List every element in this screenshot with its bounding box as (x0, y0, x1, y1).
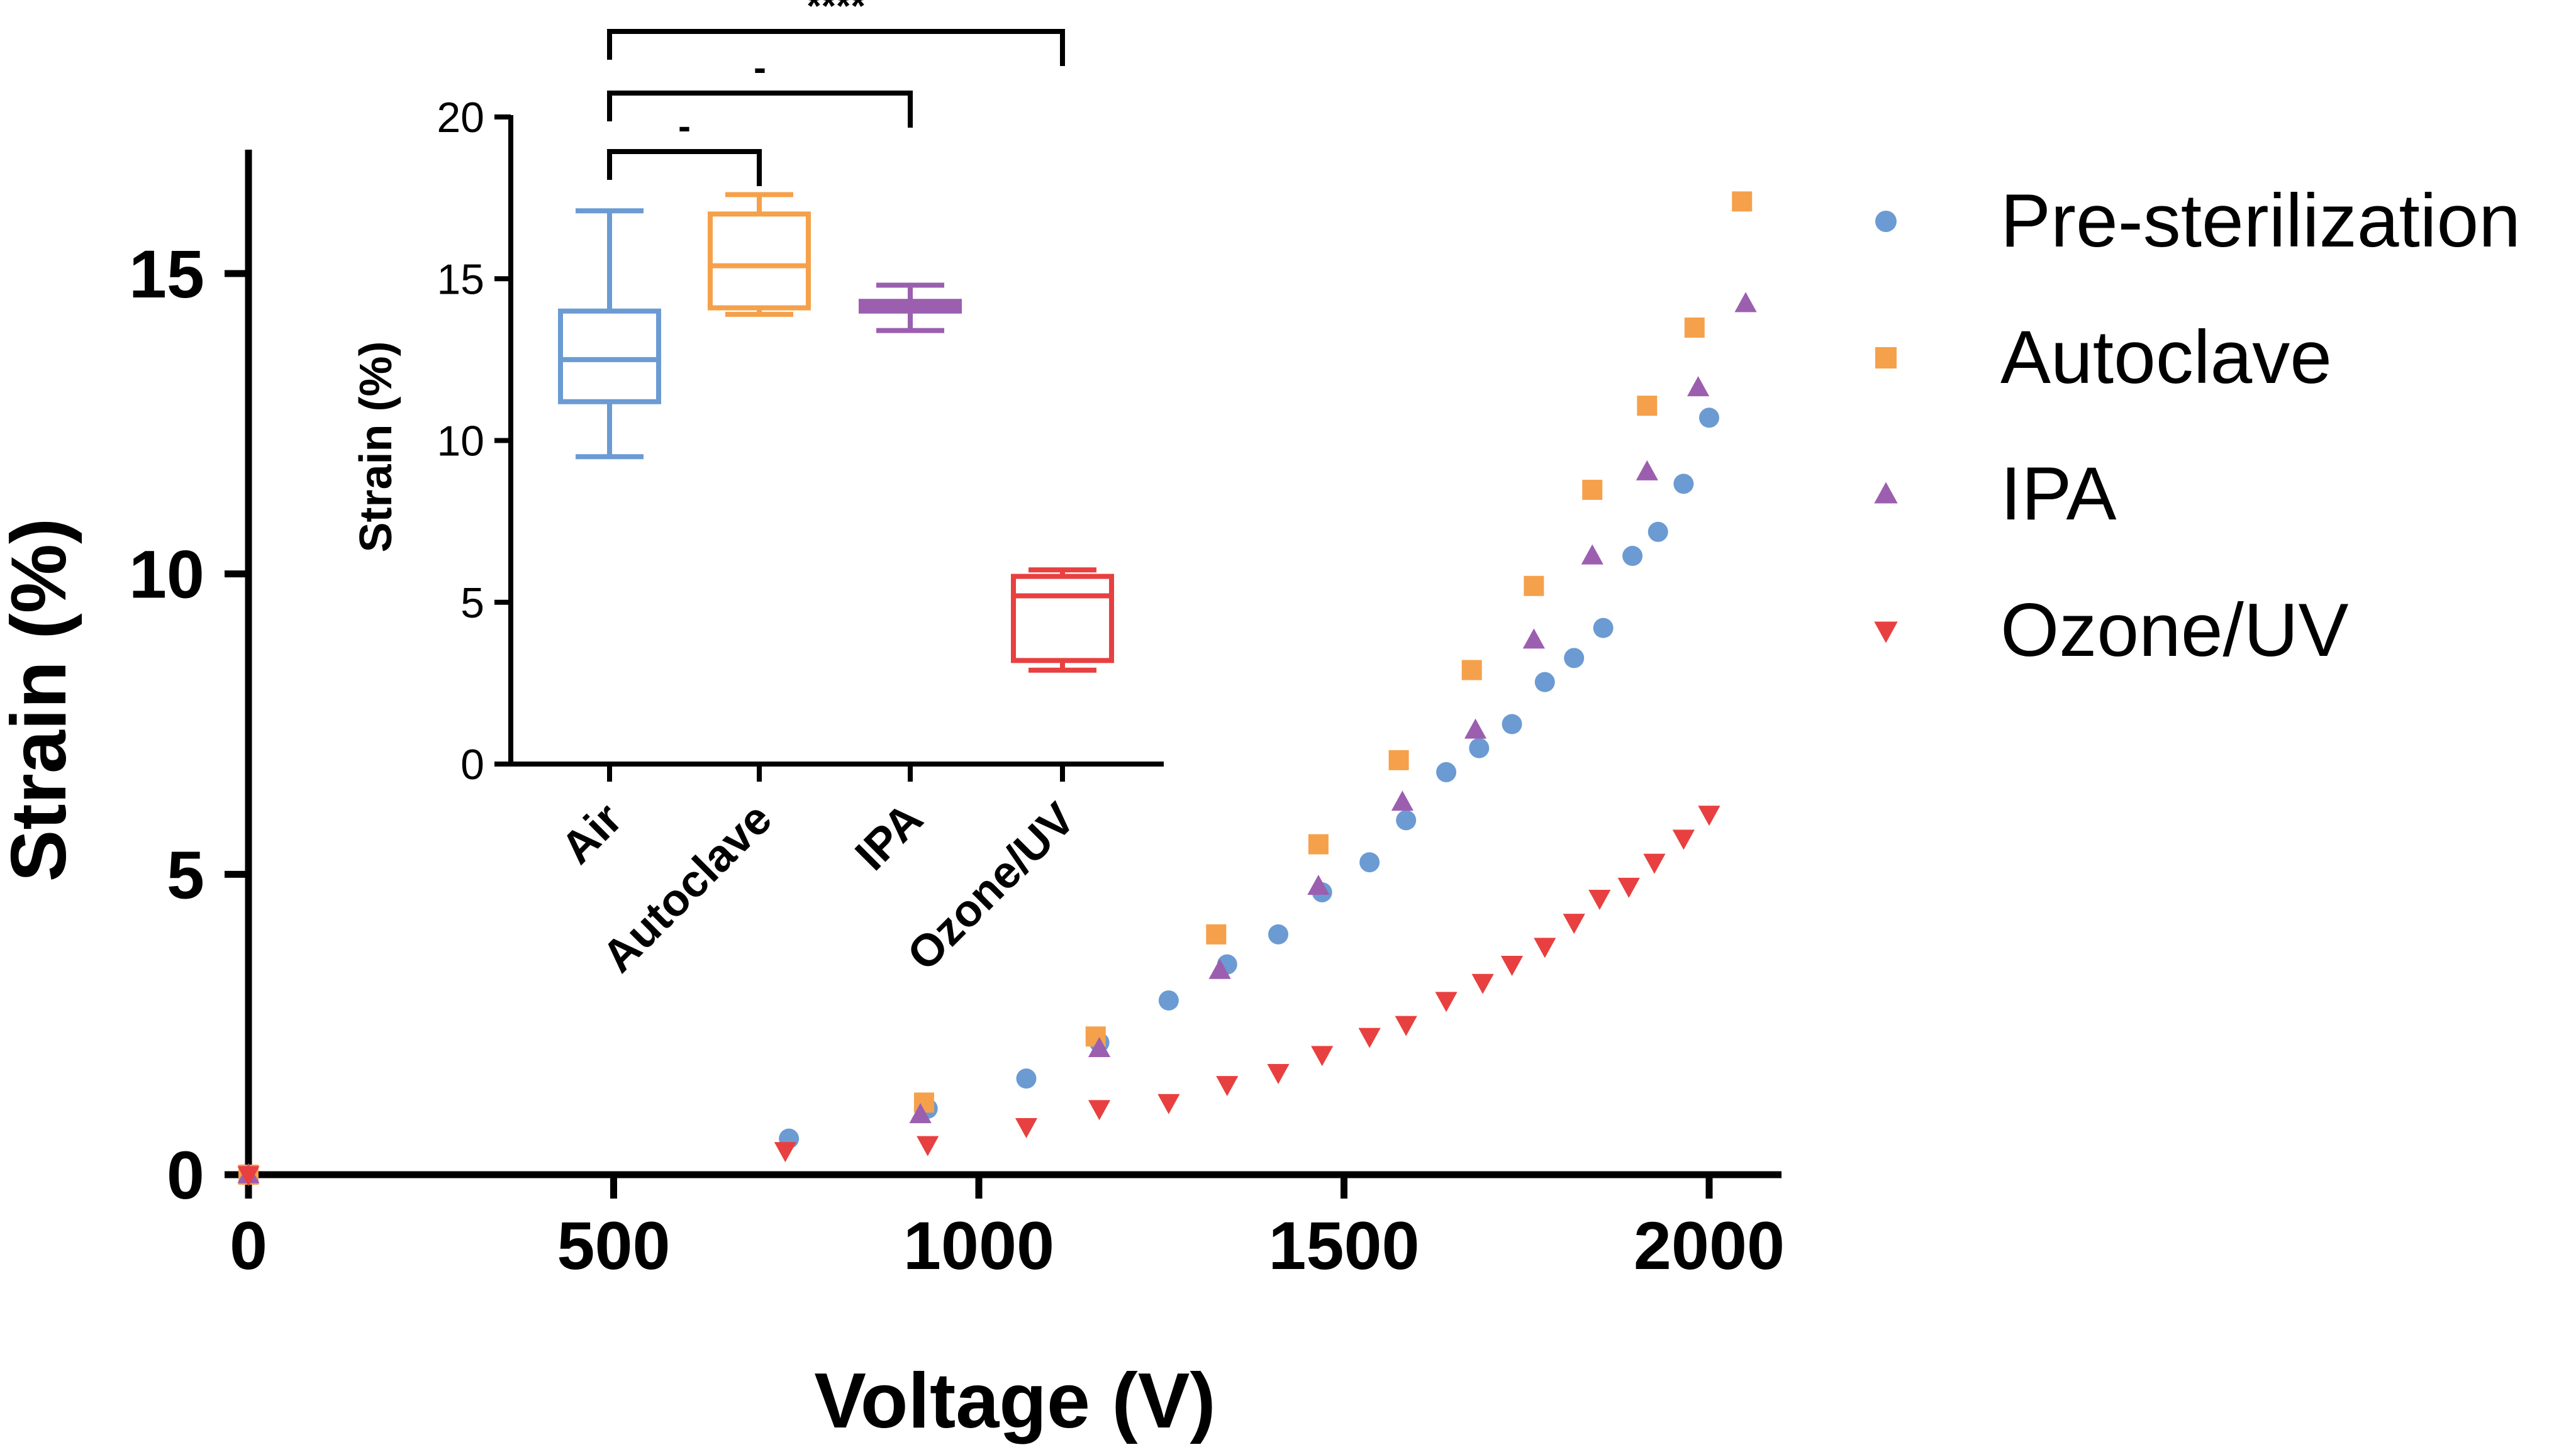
data-point-ozone-uv (1015, 1117, 1038, 1138)
legend-label-autoclave: Autoclave (2000, 315, 2332, 399)
inset-y-tick-label: 5 (460, 579, 484, 627)
data-point-ozone-uv (1395, 1016, 1417, 1036)
legend-marker-pre-sterilization (1875, 211, 1897, 232)
significance-label: - (754, 47, 766, 89)
data-point-ozone-uv (1471, 973, 1494, 994)
significance-bracket (607, 149, 762, 186)
x-tick-label: 1500 (1268, 1207, 1419, 1283)
legend-marker-autoclave (1875, 347, 1897, 369)
data-point-autoclave (1582, 479, 1603, 500)
data-point-pre-sterilization (1158, 990, 1179, 1011)
data-point-pre-sterilization (1648, 521, 1668, 542)
data-point-ozone-uv (917, 1136, 939, 1156)
data-point-autoclave (1524, 575, 1544, 596)
data-point-ozone-uv (774, 1142, 796, 1163)
significance-label: - (678, 105, 691, 147)
data-point-ipa (1734, 292, 1757, 313)
data-point-ozone-uv (1672, 829, 1695, 850)
data-point-autoclave (1206, 924, 1227, 945)
data-point-pre-sterilization (1534, 672, 1555, 692)
x-tick-label: 500 (557, 1207, 670, 1283)
y-tick-label: 5 (167, 836, 204, 912)
data-point-pre-sterilization (1564, 648, 1585, 668)
inset-x-tick-label: Air (552, 794, 632, 873)
x-axis-title: Voltage (V) (814, 1358, 1215, 1444)
inset-y-tick-label: 15 (437, 255, 484, 303)
data-point-autoclave (1732, 191, 1753, 212)
data-point-ipa (1687, 376, 1710, 397)
data-point-ipa (1581, 544, 1603, 565)
box-air-iqr (558, 308, 661, 404)
data-point-pre-sterilization (1699, 407, 1719, 428)
data-point-ozone-uv (1358, 1028, 1381, 1048)
data-point-pre-sterilization (1469, 738, 1490, 758)
inset-x-tick-label: Ozone/UV (898, 794, 1084, 980)
inset-x-tick-label: IPA (846, 794, 933, 880)
legend-marker-ipa (1874, 482, 1898, 504)
data-point-ozone-uv (1698, 806, 1720, 826)
y-tick-label: 10 (129, 536, 204, 612)
data-point-ipa (909, 1103, 932, 1124)
data-point-ozone-uv (1500, 956, 1524, 977)
data-point-pre-sterilization (1673, 474, 1694, 494)
data-point-ozone-uv (1643, 853, 1666, 874)
significance-bracket (607, 29, 1065, 66)
significance-bracket (607, 91, 913, 128)
significance-label: **** (806, 0, 866, 27)
data-point-ozone-uv (1088, 1100, 1111, 1121)
inset-y-axis-title: Strain (%) (351, 341, 401, 552)
legend-label-pre-sterilization: Pre-sterilization (2000, 179, 2521, 263)
y-tick-label: 15 (129, 236, 204, 312)
data-point-pre-sterilization (1622, 546, 1643, 567)
inset-y-tick-label: 0 (460, 741, 484, 789)
data-point-pre-sterilization (1268, 924, 1289, 945)
data-point-pre-sterilization (1436, 762, 1457, 782)
x-tick-label: 2000 (1634, 1207, 1785, 1283)
data-point-autoclave (1637, 396, 1658, 416)
data-point-autoclave (1684, 317, 1705, 338)
data-point-ipa (1307, 875, 1330, 895)
legend-label-ozone-uv: Ozone/UV (2000, 588, 2349, 672)
data-point-ozone-uv (237, 1166, 260, 1187)
data-point-ozone-uv (1563, 914, 1585, 934)
data-point-ipa (1208, 958, 1231, 979)
box-ozone-uv-iqr (1011, 574, 1114, 663)
data-point-pre-sterilization (1593, 618, 1614, 638)
data-point-ipa (1391, 790, 1413, 811)
data-point-ozone-uv (1534, 938, 1556, 958)
legend-label-ipa: IPA (2000, 452, 2117, 536)
data-point-autoclave (1388, 750, 1409, 770)
data-point-ozone-uv (1311, 1046, 1334, 1067)
data-point-ozone-uv (1216, 1076, 1239, 1097)
legend: Pre-sterilization Autoclave IPA Ozone/UV (1874, 179, 2521, 672)
data-point-ipa (1464, 718, 1487, 739)
data-point-ozone-uv (1588, 889, 1611, 910)
data-point-ipa (1088, 1036, 1111, 1057)
data-point-ozone-uv (1617, 877, 1640, 898)
data-point-ipa (1636, 460, 1658, 480)
inset-y-tick-label: 20 (437, 94, 484, 141)
data-point-autoclave (1461, 660, 1482, 680)
data-point-pre-sterilization (1016, 1068, 1037, 1089)
y-tick-label: 0 (167, 1137, 204, 1213)
box-autoclave-iqr (708, 211, 811, 311)
x-tick-label: 0 (230, 1207, 267, 1283)
legend-marker-ozone-uv (1874, 621, 1898, 643)
data-point-autoclave (1308, 834, 1329, 855)
data-point-pre-sterilization (1502, 714, 1522, 734)
x-tick-label: 1000 (903, 1207, 1054, 1283)
data-point-ozone-uv (1267, 1063, 1290, 1084)
main-plot: 0 500 1000 1500 2000 0 5 10 15 Voltage (V) Strain … (0, 150, 1785, 1444)
y-axis-title: Strain (%) (0, 518, 82, 882)
data-point-ozone-uv (1157, 1094, 1180, 1114)
data-point-pre-sterilization (1396, 810, 1417, 831)
data-point-ipa (1522, 628, 1545, 649)
data-point-ozone-uv (1435, 992, 1458, 1012)
data-point-pre-sterilization (1359, 852, 1380, 873)
inset-y-tick-label: 10 (437, 418, 484, 465)
